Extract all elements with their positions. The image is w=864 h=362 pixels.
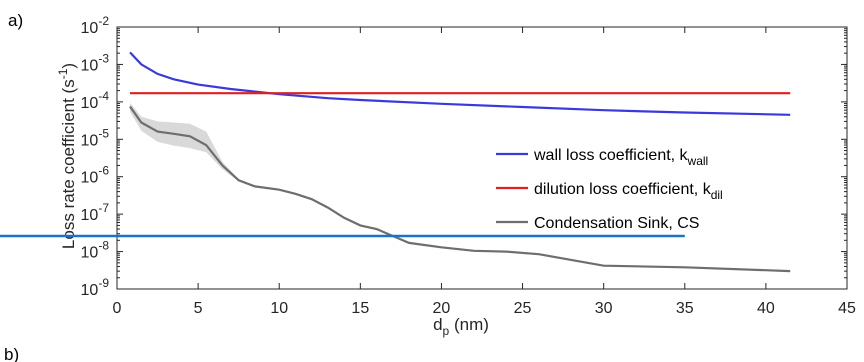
x-tick-label: 40 (757, 300, 775, 317)
x-axis-title: dp (nm) (433, 315, 489, 338)
legend-label-condensation-sink: Condensation Sink, CS (534, 215, 699, 232)
legend-entry-dilution-loss: dilution loss coefficient, kdil (496, 181, 723, 202)
x-tick-label: 35 (676, 300, 694, 317)
x-tick-label: 20 (433, 300, 451, 317)
legend-entry-condensation-sink: Condensation Sink, CS (496, 215, 699, 232)
y-tick-label: 10-8 (81, 239, 110, 262)
y-tick-label: 10-7 (81, 201, 110, 224)
plot-area: 0 5 10 15 20 25 30 35 40 45 10-910-810-710-610-51… (81, 14, 856, 317)
y-tick-label: 10-4 (81, 89, 110, 112)
x-tick-label: 5 (194, 300, 203, 317)
series-line-condensation-sink (129, 105, 791, 273)
x-tick-label: 10 (270, 300, 288, 317)
legend-label-dilution-loss: dilution loss coefficient, kdil (534, 181, 723, 202)
axes-box (116, 26, 848, 290)
next-panel-label: b) (4, 345, 19, 362)
y-tick-label: 10-5 (81, 126, 110, 149)
y-tick-label: 10-3 (81, 51, 110, 74)
y-tick-label: 10-2 (81, 14, 110, 37)
series-line-wall-loss (129, 51, 791, 116)
x-axis: 0 5 10 15 20 25 30 35 40 45 (113, 27, 856, 317)
x-tick-label: 0 (113, 300, 122, 317)
legend: wall loss coefficient, kwall dilution lo… (496, 147, 723, 232)
y-axis: 10-9 10-8 10-7 10-6 10-5 10-4 10-3 10-2 (81, 14, 847, 299)
x-tick-label: 45 (838, 300, 856, 317)
x-tick-label: 15 (351, 300, 369, 317)
panel-label: a) (8, 11, 23, 30)
legend-entry-wall-loss: wall loss coefficient, kwall (496, 147, 708, 168)
x-tick-label: 25 (514, 300, 532, 317)
x-tick-label: 30 (595, 300, 613, 317)
legend-label-wall-loss: wall loss coefficient, kwall (533, 147, 708, 168)
y-axis-title: Loss rate coefficient (s-1) (56, 63, 78, 249)
y-tick-label: 10-6 (81, 164, 110, 187)
y-tick-label: 10-9 (81, 276, 110, 299)
